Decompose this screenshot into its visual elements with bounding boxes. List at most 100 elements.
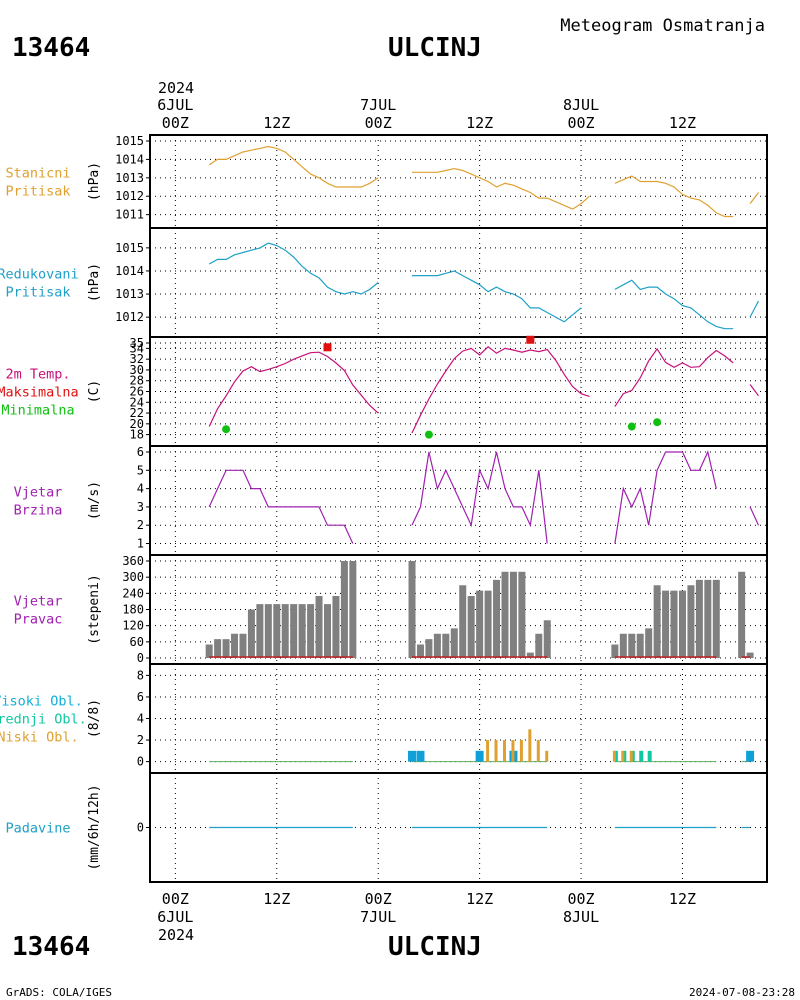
direction-bar <box>509 571 517 658</box>
high-cloud-bar <box>408 750 417 762</box>
direction-bar <box>746 652 754 658</box>
panel-frame <box>149 227 768 338</box>
panels: 1011 1012 1013 1014 1015 (hPa) Stanicni Pritisa… <box>0 134 768 883</box>
wind-speed-panel: 1 2 3 4 5 6 (m/s) Vjetar Brzina <box>14 445 768 556</box>
min-temp-marker <box>222 425 231 434</box>
time-tick-bottom: 12Z <box>263 890 290 908</box>
y-tick-label: 1015 <box>115 241 144 255</box>
mid-cloud-bar <box>639 750 644 762</box>
max-temp-marker <box>526 335 535 344</box>
direction-bar <box>704 579 712 658</box>
date-label-bottom: 6JUL <box>157 908 193 926</box>
low-cloud-bar <box>528 729 532 762</box>
y-axis-label: (hPa) <box>87 263 102 302</box>
series-line <box>614 175 734 218</box>
direction-bar <box>543 620 551 658</box>
series-line <box>749 192 759 204</box>
y-tick-label: 60 <box>130 635 144 649</box>
series-line <box>208 145 379 188</box>
y-tick-label: 120 <box>122 619 144 633</box>
y-tick-label: 1011 <box>115 208 144 222</box>
y-tick-label: 6 <box>137 690 144 704</box>
series-line <box>749 384 759 397</box>
y-tick-label: 0 <box>137 755 144 769</box>
series-line <box>208 242 379 295</box>
low-cloud-bar <box>502 740 506 762</box>
low-cloud-bar <box>612 750 616 762</box>
series-line <box>614 347 734 407</box>
low-cloud-bar <box>545 750 549 762</box>
y-tick-label: 1013 <box>115 287 144 301</box>
direction-bar <box>315 596 323 658</box>
time-tick-top: 12Z <box>466 114 493 132</box>
direction-bar <box>256 604 264 658</box>
series-line <box>208 351 379 427</box>
y-tick-label: 2 <box>137 518 144 532</box>
time-tick-top: 00Z <box>365 114 392 132</box>
direction-bar <box>307 604 315 658</box>
y-axis-label: (stepeni) <box>87 574 102 644</box>
series-line <box>749 300 760 318</box>
y-tick-label: 240 <box>122 586 144 600</box>
series-line <box>749 506 760 526</box>
direction-bar <box>518 571 526 658</box>
panel-label: Pritisak <box>5 184 70 200</box>
direction-bar <box>678 590 686 658</box>
direction-bar <box>476 590 484 658</box>
low-cloud-bar <box>629 750 633 762</box>
reduced-pressure-panel: 1012 1013 1014 1015 (hPa) Redukovani Pritisak <box>0 227 768 338</box>
panel-label: Vjetar <box>14 485 63 501</box>
date-label-top: 7JUL <box>360 96 396 114</box>
y-tick-label: 26 <box>130 385 144 399</box>
y-axis-label: (C) <box>87 380 102 403</box>
y-tick-label: 4 <box>137 482 144 496</box>
y-tick-label: 24 <box>130 395 144 409</box>
max-temp-marker <box>323 343 332 352</box>
series-line <box>614 450 717 544</box>
panel-label: Brzina <box>14 503 63 519</box>
time-tick-top: 00Z <box>568 114 595 132</box>
date-label-bottom: 7JUL <box>360 908 396 926</box>
y-tick-label: 6 <box>137 445 144 459</box>
y-tick-label: 1013 <box>115 171 144 185</box>
direction-bar <box>467 596 475 658</box>
series-line <box>411 346 590 434</box>
direction-bar <box>712 579 720 658</box>
panel-label: Minimalna <box>1 403 74 419</box>
wind-direction-panel: 0 60 120 180 240 300 360 (stepeni) Vjetar Pravac <box>14 554 768 665</box>
panel-label: Redukovani <box>0 267 79 283</box>
direction-bar <box>340 561 348 658</box>
low-cloud-bar <box>519 740 523 762</box>
direction-bar <box>653 585 661 658</box>
footer-timestamp: 2024-07-08-23:28 <box>689 986 795 999</box>
station-pressure-panel: 1011 1012 1013 1014 1015 (hPa) Stanicni Pritisa… <box>5 134 768 229</box>
high-cloud-bar <box>416 750 425 762</box>
direction-bar <box>264 604 272 658</box>
y-tick-label: 30 <box>130 363 144 377</box>
station-id-bottom: 13464 <box>12 932 90 962</box>
panel-label: Niski Obl. <box>0 730 79 746</box>
series-line <box>411 451 548 544</box>
direction-bar <box>214 639 222 658</box>
series-line <box>412 270 582 323</box>
y-tick-label: 0 <box>137 651 144 665</box>
high-cloud-bar <box>475 750 484 762</box>
direction-bar <box>349 561 357 658</box>
direction-bar <box>493 579 501 658</box>
low-cloud-bar <box>511 740 515 762</box>
panel-frame <box>149 663 768 774</box>
direction-bar <box>408 561 416 658</box>
y-tick-label: 1015 <box>115 134 144 148</box>
year-top: 2024 <box>158 79 194 97</box>
y-tick-label: 4 <box>137 712 144 726</box>
direction-bar <box>281 604 289 658</box>
low-cloud-bar <box>621 750 625 762</box>
time-tick-bottom: 00Z <box>162 890 189 908</box>
direction-bar <box>459 585 467 658</box>
panel-label: Pravac <box>14 612 63 628</box>
y-axis-label: (mm/6h/12h) <box>87 784 102 870</box>
panel-frame <box>149 336 768 447</box>
min-temp-marker <box>627 422 636 431</box>
